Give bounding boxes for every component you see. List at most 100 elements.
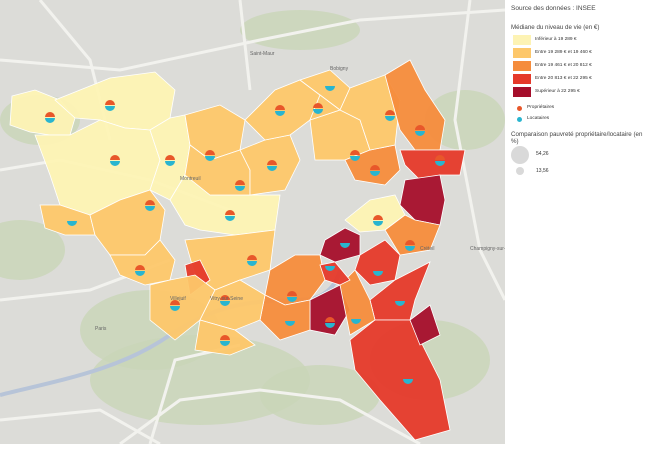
owner-marker <box>235 180 245 185</box>
owner-marker <box>145 200 155 205</box>
legend-label-4: Entre 20 813 € et 22 295 € <box>535 76 592 81</box>
legend-label-3: Entre 19 461 € et 20 812 € <box>535 63 592 68</box>
owner-marker <box>267 160 277 165</box>
road <box>453 0 507 301</box>
owner-marker <box>247 255 257 260</box>
renter-marker <box>67 221 77 226</box>
renter-marker <box>247 261 257 266</box>
renter-marker <box>370 171 380 176</box>
size-circle-large <box>511 146 529 164</box>
map-canvas: Paris Villejuif Créteil Vitry-sur-Seine Cham… <box>0 0 520 446</box>
renter-marker <box>105 106 115 111</box>
owner-marker <box>45 112 55 117</box>
road <box>0 408 161 446</box>
basemap-label: Créteil <box>420 246 434 252</box>
owner-marker <box>135 265 145 270</box>
renter-marker <box>220 301 230 306</box>
commune-area <box>384 59 446 151</box>
basemap-label-layer: Paris Villejuif Créteil Vitry-sur-Seine Cham… <box>95 51 520 332</box>
basemap-label: Champigny-sur-Marne <box>470 246 505 252</box>
park-area <box>0 220 65 280</box>
owner-marker <box>325 317 335 322</box>
road <box>238 0 252 91</box>
renter-marker <box>340 243 350 248</box>
renter-dot-icon <box>517 117 522 122</box>
renter-marker <box>285 321 295 326</box>
park-area <box>260 365 380 425</box>
owner-marker <box>205 150 215 155</box>
commune-area <box>339 269 376 336</box>
renter-marker <box>373 221 383 226</box>
renter-marker <box>287 297 297 302</box>
marker-layer <box>45 86 445 384</box>
renter-marker <box>165 161 175 166</box>
renter-marker <box>205 156 215 161</box>
commune-area <box>409 304 441 346</box>
renter-marker <box>45 118 55 123</box>
owner-marker <box>170 300 180 305</box>
legend-swatch-4 <box>513 74 531 84</box>
legend-swatch-3 <box>513 61 531 71</box>
owner-marker <box>373 215 383 220</box>
owner-marker <box>405 240 415 245</box>
renter-marker <box>373 271 383 276</box>
data-source: Source des données : INSEE <box>511 5 596 12</box>
choropleth-map[interactable]: Paris Villejuif Créteil Vitry-sur-Seine Cham… <box>0 0 520 446</box>
owner-marker <box>415 125 425 130</box>
renter-marker <box>135 271 145 276</box>
renter-marker <box>351 319 361 324</box>
owner-marker <box>287 291 297 296</box>
owner-marker <box>165 155 175 160</box>
basemap-label: Paris <box>95 326 107 332</box>
renter-marker <box>325 266 335 271</box>
commune-area <box>109 239 176 286</box>
size-label-large: 54,26 <box>536 151 549 157</box>
owner-marker <box>220 335 230 340</box>
legend-swatch-2 <box>513 48 531 58</box>
owner-marker <box>350 150 360 155</box>
legend-label-5: Supérieur à 22 295 € <box>535 89 580 94</box>
owner-marker <box>225 210 235 215</box>
basemap-label: Villejuif <box>170 296 186 302</box>
owner-marker <box>370 165 380 170</box>
legend-swatch-5 <box>513 87 531 97</box>
commune-area <box>349 319 451 441</box>
renter-marker <box>313 109 323 114</box>
owner-legend-label: Propriétaires <box>527 105 555 110</box>
basemap-label: Montreuil <box>180 176 201 182</box>
owner-marker <box>313 103 323 108</box>
renter-marker <box>385 116 395 121</box>
legend-swatch-1 <box>513 35 531 45</box>
park-area <box>425 90 505 150</box>
owner-marker <box>110 155 120 160</box>
renter-marker <box>235 186 245 191</box>
owner-marker <box>385 110 395 115</box>
renter-marker <box>350 156 360 161</box>
legend-title: Médiane du niveau de vie (en €) <box>511 24 600 31</box>
owner-dot-icon <box>517 106 522 111</box>
basemap-label: Vitry-sur-Seine <box>210 296 243 302</box>
renter-marker <box>405 246 415 251</box>
legend-label-2: Entre 19 289 € et 19 460 € <box>535 50 592 55</box>
renter-marker <box>110 161 120 166</box>
renter-marker <box>225 216 235 221</box>
park-area <box>240 10 360 50</box>
road <box>0 8 506 72</box>
renter-marker <box>403 379 413 384</box>
owner-marker <box>220 295 230 300</box>
owner-marker <box>435 155 445 160</box>
commune-area <box>339 74 401 151</box>
size-label-small: 13,56 <box>536 168 549 174</box>
renter-marker <box>415 131 425 136</box>
park-area <box>90 335 310 425</box>
commune-layer <box>9 59 466 441</box>
owner-marker <box>105 100 115 105</box>
renter-marker <box>267 166 277 171</box>
size-legend-title: Comparaison pauvreté propriétaire/locata… <box>511 131 643 145</box>
owner-marker <box>275 105 285 110</box>
renter-legend-label: Locataires <box>527 116 550 121</box>
renter-marker <box>395 301 405 306</box>
legend-label-1: Inférieur à 19 289 € <box>535 37 577 42</box>
renter-marker <box>435 161 445 166</box>
renter-marker <box>325 86 335 91</box>
